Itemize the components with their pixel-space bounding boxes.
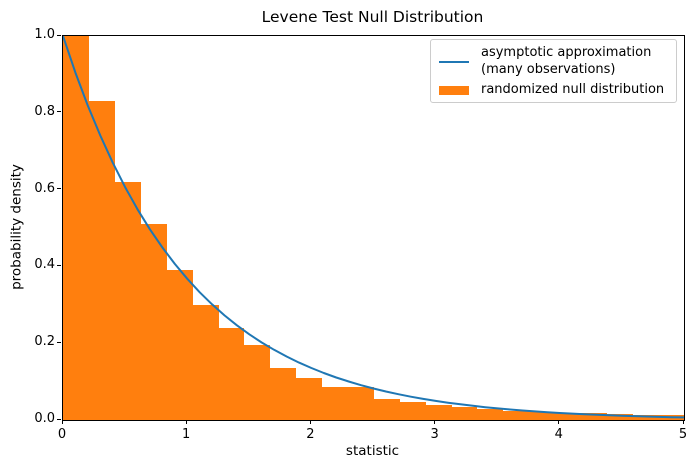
line-series	[63, 36, 684, 420]
y-tick-mark	[57, 34, 61, 36]
x-tick-label: 0	[57, 427, 67, 442]
x-tick-mark	[309, 420, 311, 424]
histogram-bar	[606, 413, 633, 420]
histogram-bar	[270, 368, 297, 420]
y-tick-label: 0.8	[34, 103, 55, 119]
x-axis-label: statistic	[345, 443, 400, 459]
x-tick-mark	[185, 420, 187, 424]
histogram-bar	[476, 408, 504, 420]
legend-line-swatch	[439, 60, 469, 63]
histogram-bar	[166, 270, 193, 420]
legend-label-asymptotic-line2: (many observations)	[481, 61, 616, 77]
legend-label-randomized: randomized null distribution	[481, 82, 665, 97]
asymptotic-curve-svg	[63, 36, 684, 419]
y-tick-mark	[57, 188, 61, 190]
histogram-bar	[373, 398, 400, 420]
legend-entry-randomized: randomized null distribution	[439, 82, 668, 99]
histogram-bar	[244, 345, 271, 420]
legend-label-asymptotic-line1: asymptotic approximation	[481, 45, 652, 60]
asymptotic-curve	[63, 36, 684, 419]
histogram-bar	[502, 411, 530, 420]
legend-patch-swatch	[439, 85, 469, 95]
histogram-bar	[425, 404, 452, 420]
x-tick-label: 4	[554, 427, 563, 442]
histogram-bar	[114, 181, 141, 420]
legend: asymptotic approximation (many observati…	[430, 39, 677, 103]
y-tick-mark	[57, 341, 61, 343]
histogram-bar	[140, 224, 167, 420]
x-tick-label: 3	[430, 427, 439, 442]
y-tick-mark	[57, 264, 61, 266]
x-tick-mark	[61, 420, 63, 424]
histogram-bar	[451, 406, 478, 420]
y-tick-label: 0.4	[34, 257, 55, 273]
histogram-bar	[580, 413, 607, 420]
x-tick-mark	[682, 420, 684, 424]
x-tick-mark	[434, 420, 436, 424]
chart-title: Levene Test Null Distribution	[261, 8, 484, 26]
histogram-bar	[295, 377, 323, 420]
histogram-bar	[399, 401, 426, 420]
histogram-bar	[192, 304, 219, 420]
y-tick-mark	[57, 418, 61, 420]
x-tick-label: 1	[182, 427, 191, 442]
y-tick-label: 0.0	[34, 411, 55, 426]
histogram-bar	[528, 411, 555, 420]
y-tick-mark	[57, 111, 61, 113]
histogram-bar	[88, 101, 116, 420]
histogram-bar	[554, 413, 581, 420]
y-tick-label: 0.2	[34, 334, 55, 350]
y-tick-label: 1.0	[34, 27, 55, 42]
histogram-bar	[218, 327, 245, 420]
legend-entry-asymptotic: asymptotic approximation (many observati…	[439, 45, 668, 78]
x-tick-mark	[558, 420, 560, 424]
x-tick-label: 2	[306, 427, 315, 442]
histogram-bar	[321, 387, 349, 420]
histogram-bar	[347, 387, 374, 420]
x-tick-label: 5	[678, 427, 688, 442]
histogram-series	[63, 36, 685, 420]
histogram-bar	[632, 415, 659, 420]
y-tick-label: 0.6	[34, 180, 55, 196]
